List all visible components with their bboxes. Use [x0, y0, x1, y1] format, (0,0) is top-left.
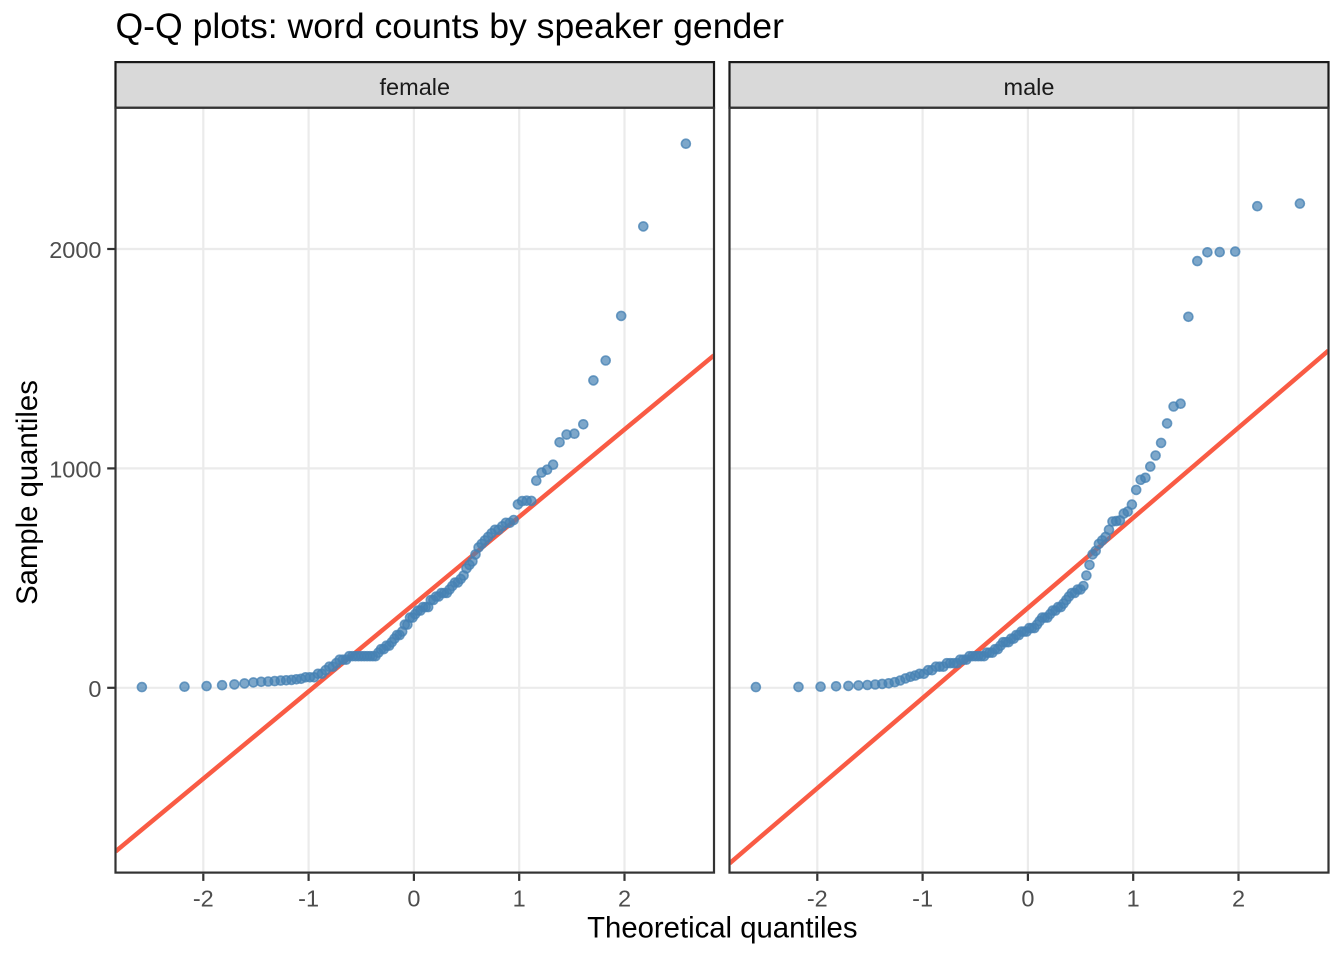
svg-text:Sample quantiles: Sample quantiles	[11, 380, 44, 605]
svg-text:1: 1	[1127, 885, 1140, 911]
svg-text:female: female	[380, 74, 451, 100]
svg-text:Q-Q plots: word counts by spea: Q-Q plots: word counts by speaker gender	[116, 6, 785, 46]
svg-text:0: 0	[1021, 885, 1034, 911]
svg-text:-2: -2	[807, 885, 828, 911]
svg-text:-1: -1	[912, 885, 933, 911]
svg-text:male: male	[1004, 74, 1055, 100]
svg-text:1000: 1000	[49, 456, 101, 482]
svg-text:2: 2	[1232, 885, 1245, 911]
svg-text:-1: -1	[298, 885, 319, 911]
svg-text:Theoretical quantiles: Theoretical quantiles	[587, 911, 857, 944]
svg-text:0: 0	[88, 676, 101, 702]
svg-text:-2: -2	[193, 885, 214, 911]
svg-text:0: 0	[407, 885, 420, 911]
svg-text:2000: 2000	[49, 237, 101, 263]
svg-text:1: 1	[513, 885, 526, 911]
svg-text:2: 2	[618, 885, 631, 911]
